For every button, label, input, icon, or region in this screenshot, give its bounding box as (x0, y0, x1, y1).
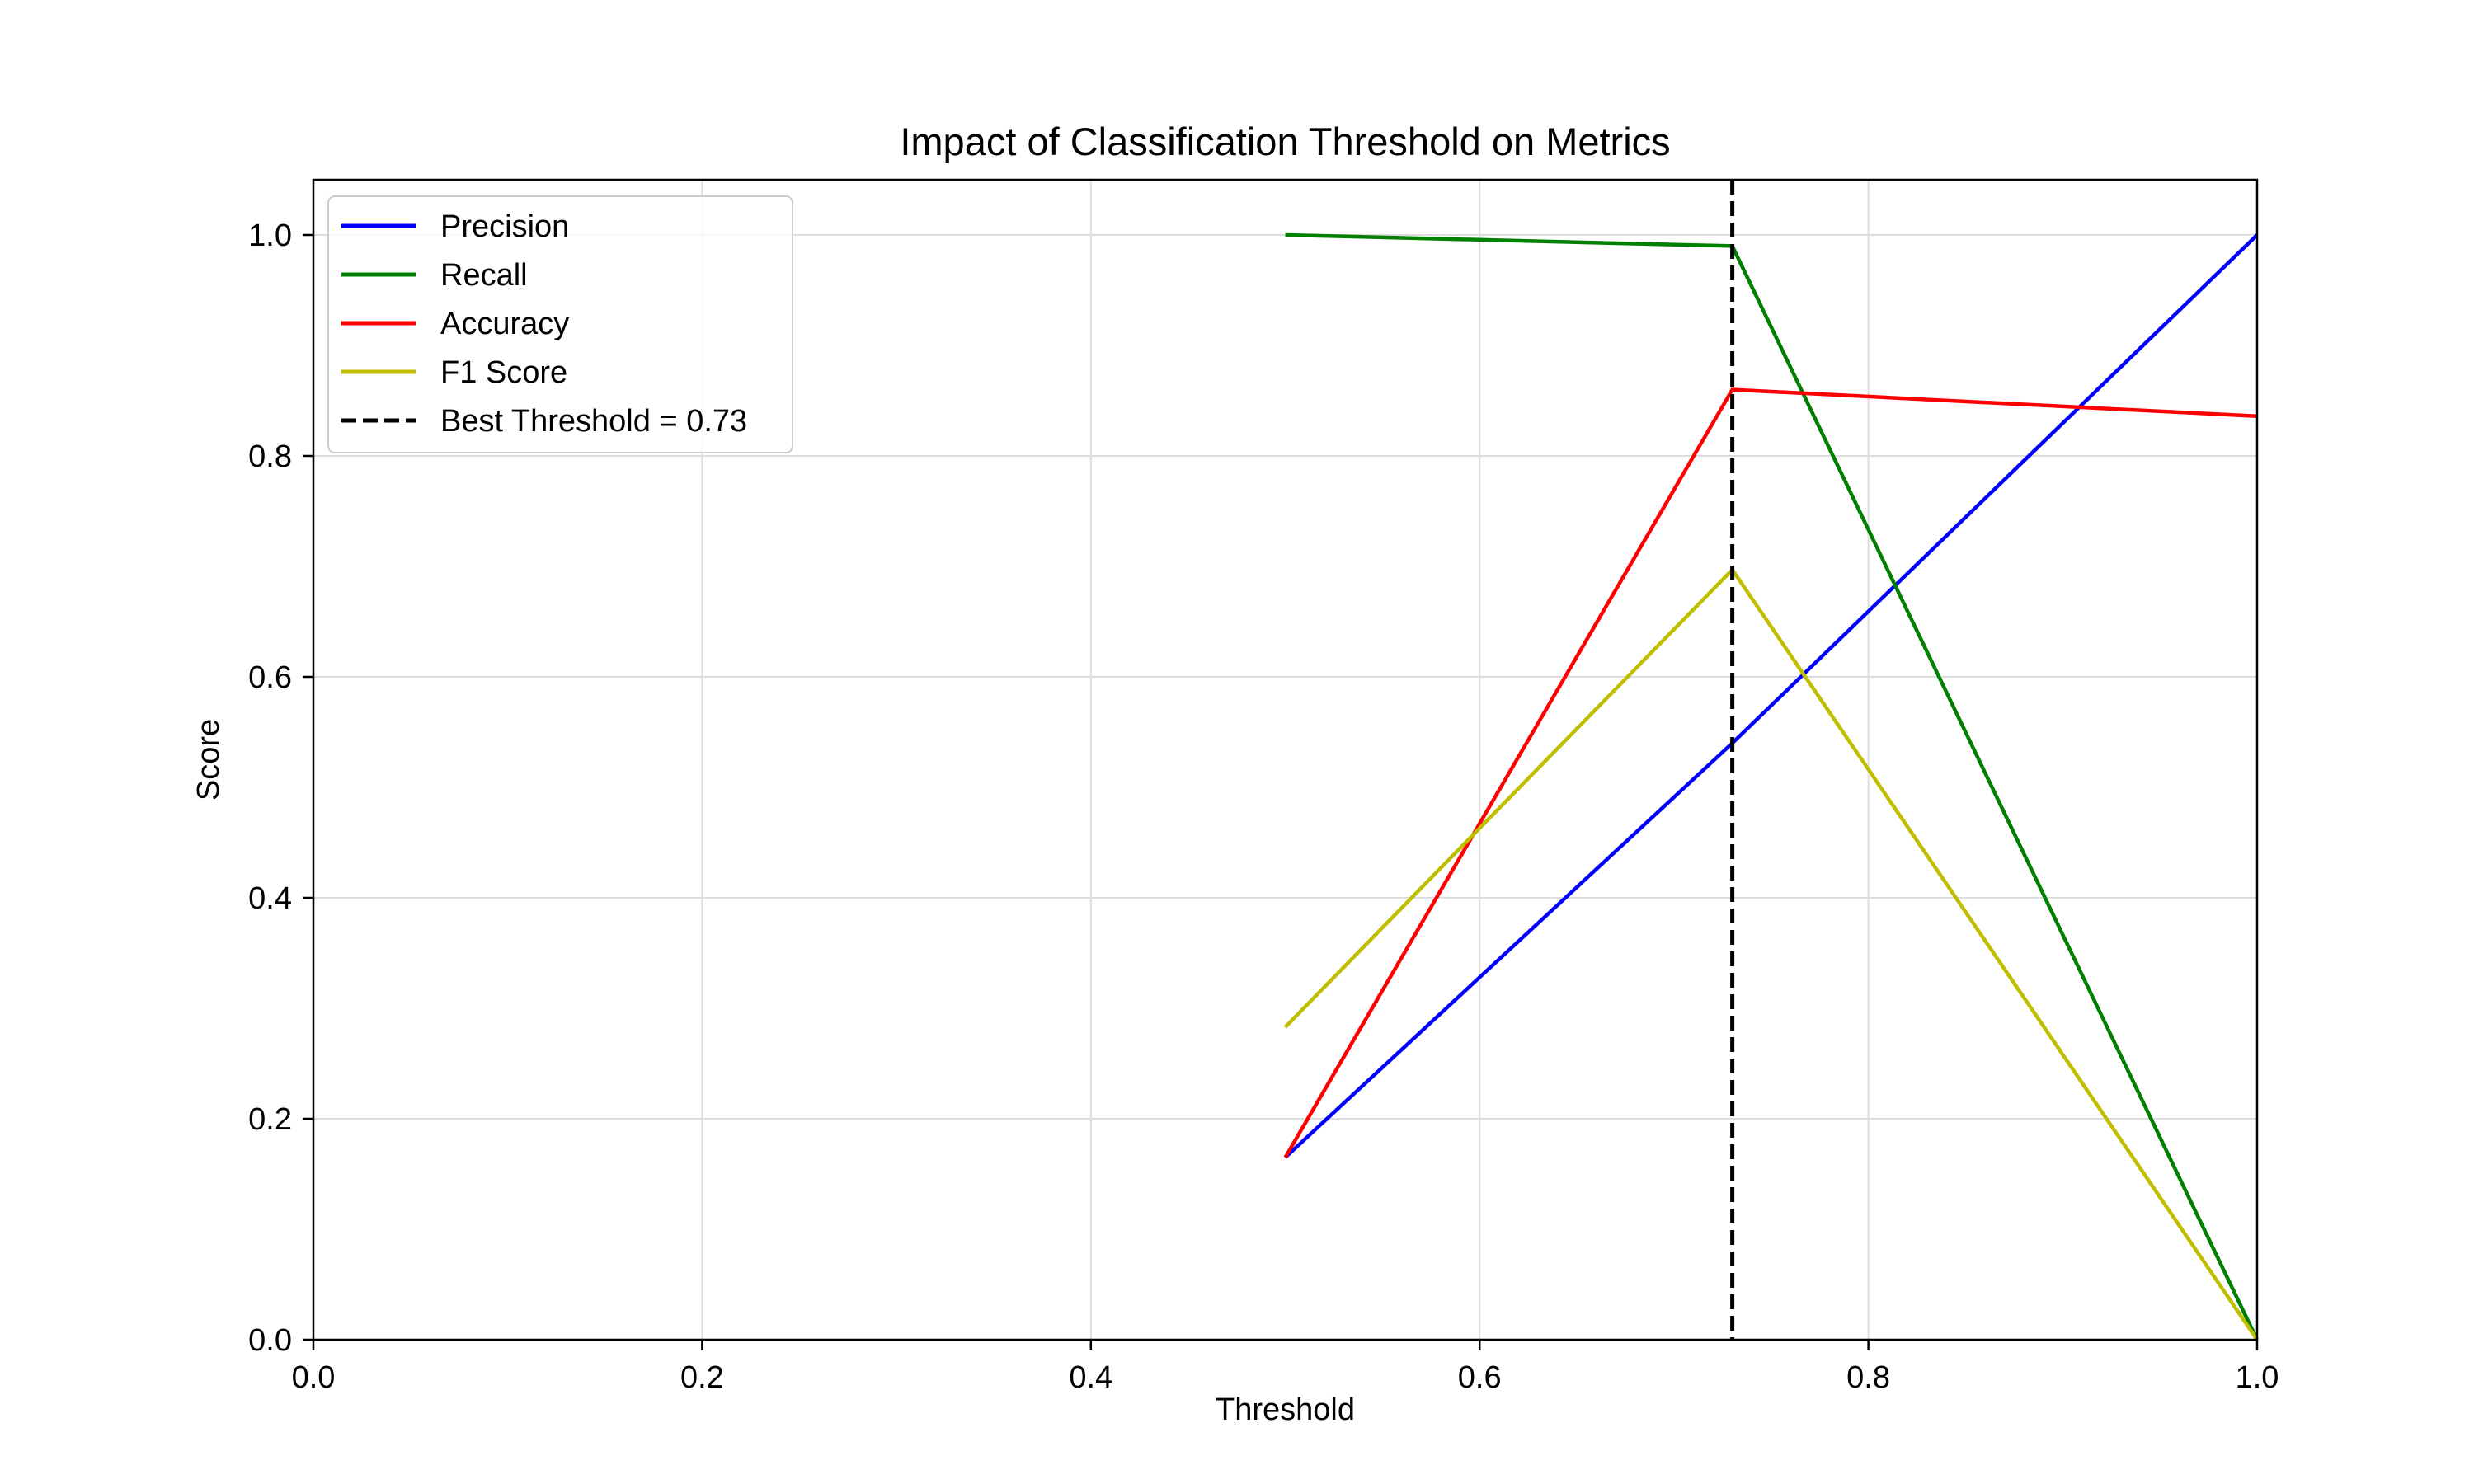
x-tick-label: 1.0 (2236, 1360, 2279, 1395)
legend-label: Accuracy (440, 307, 569, 341)
legend-label: Precision (440, 209, 569, 244)
y-tick-label: 0.6 (248, 660, 292, 695)
x-tick-label: 0.2 (680, 1360, 724, 1395)
y-tick-label: 0.2 (248, 1102, 292, 1137)
x-tick-label: 0.4 (1069, 1360, 1112, 1395)
y-tick-label: 0.0 (248, 1323, 292, 1358)
legend-label: F1 Score (440, 355, 567, 390)
legend-label: Best Threshold = 0.73 (440, 404, 747, 439)
series-line-accuracy (1283, 387, 2258, 1159)
x-axis-label: Threshold (1216, 1392, 1355, 1427)
chart-title: Impact of Classification Threshold on Me… (900, 120, 1670, 163)
x-tick-label: 0.0 (292, 1360, 336, 1395)
y-tick-label: 0.4 (248, 881, 292, 916)
x-tick-label: 0.6 (1458, 1360, 1502, 1395)
legend: Precision Recall Accuracy F1 Score Best Thre… (327, 195, 793, 453)
x-tick-label: 0.8 (1846, 1360, 1890, 1395)
series-lines (1283, 180, 2260, 1341)
axis-ticks: 0.0 0.2 0.4 0.6 0.8 1.0 0.0 0.2 0.4 0.6 0.8 1.0 (248, 218, 2279, 1395)
plot-area-frame (312, 178, 2259, 1341)
y-axis-label: Score (191, 719, 226, 801)
y-tick-label: 1.0 (248, 218, 292, 253)
legend-box (327, 195, 793, 453)
legend-label: Recall (440, 258, 528, 293)
y-tick-label: 0.8 (248, 439, 292, 474)
